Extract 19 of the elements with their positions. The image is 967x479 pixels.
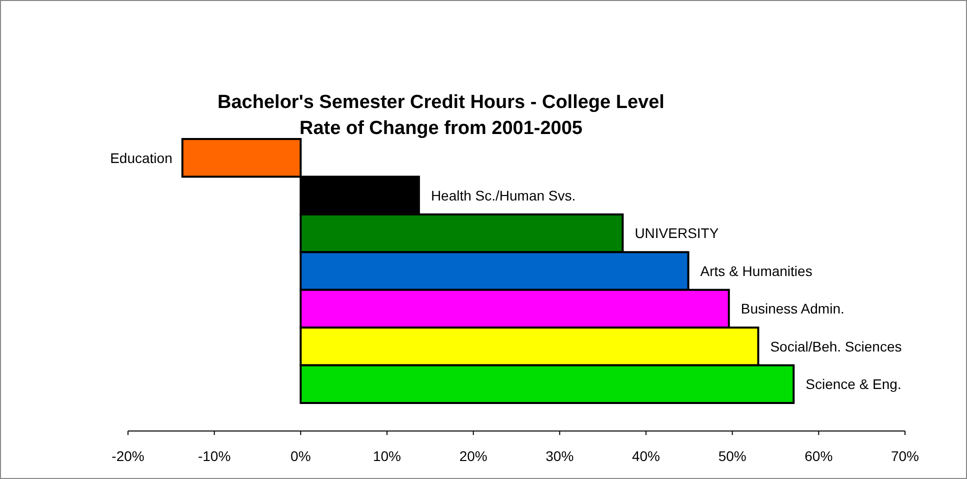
x-tick-label: 20% [459, 448, 488, 464]
y-tick-label: Education [110, 150, 172, 166]
x-tick-label: 70% [890, 448, 920, 464]
y-tick-label: Business Admin. [740, 300, 844, 317]
x-tick-label: 30% [546, 448, 574, 464]
x-tick-label: -10% [198, 448, 231, 464]
x-tick-label: -20% [112, 448, 144, 464]
x-tick-label: 60% [804, 448, 833, 464]
y-tick-label: Science & Eng. [806, 376, 902, 392]
y-tick-label: Social/Beh. Sciences [770, 338, 902, 354]
x-tick-label: 40% [632, 448, 660, 464]
chart-subtitle: Rate of Change from 2001-2005 [300, 118, 583, 139]
chart-title: Bachelor's Semester Credit Hours - College Level [218, 92, 664, 113]
y-tick-label: UNIVERSITY [634, 225, 720, 242]
x-tick-label: 0% [290, 448, 311, 464]
x-tick-label: 50% [718, 448, 746, 464]
y-tick-label: Arts & Humanities [700, 262, 812, 279]
y-tick-label: Health Sc./Human Svs. [430, 187, 576, 204]
x-tick-label: 10% [372, 448, 402, 464]
